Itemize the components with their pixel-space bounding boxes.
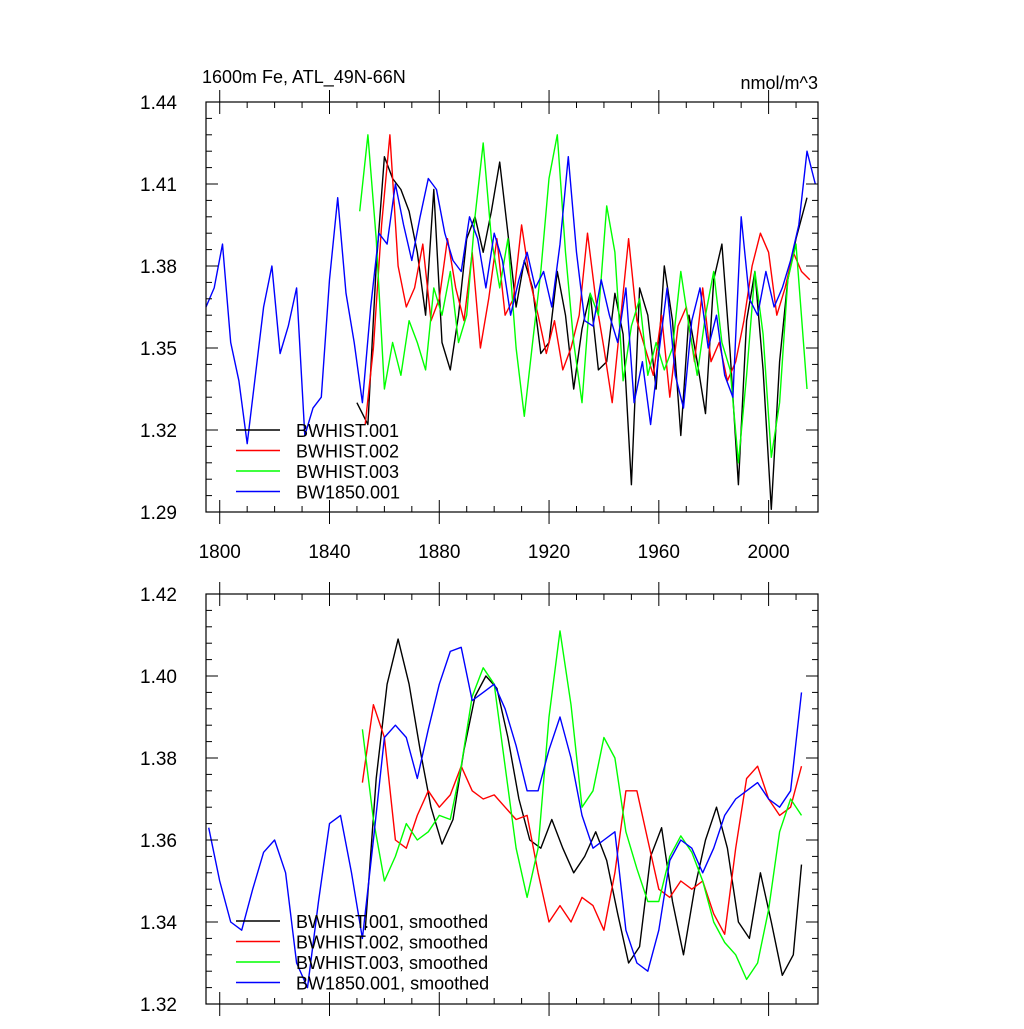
top-panel: 1600m Fe, ATL_49N-66N nmol/m^3 1.291.321… bbox=[140, 67, 819, 563]
x-tick-label: 1960 bbox=[638, 542, 680, 563]
y-tick-label: 1.32 bbox=[140, 421, 177, 442]
bottom-plot-frame bbox=[205, 593, 819, 1005]
y-tick-label: 1.42 bbox=[140, 585, 177, 606]
x-tick-label: 1800 bbox=[199, 542, 241, 563]
x-tick-label: 2000 bbox=[747, 542, 789, 563]
x-tick-label: 1920 bbox=[528, 542, 570, 563]
x-tick-label: 1880 bbox=[418, 542, 460, 563]
y-tick-label: 1.38 bbox=[140, 749, 177, 770]
legend-label: BWHIST.002 bbox=[296, 442, 399, 462]
legend-label: BW1850.001, smoothed bbox=[296, 974, 489, 994]
series-line-bwhist-002 bbox=[361, 704, 803, 935]
series-line-bwhist-003 bbox=[359, 134, 808, 464]
y-tick-label: 1.32 bbox=[140, 995, 177, 1016]
legend-label: BWHIST.003, smoothed bbox=[296, 953, 488, 973]
y-tick-label: 1.36 bbox=[140, 831, 177, 852]
y-tick-label: 1.40 bbox=[140, 667, 177, 688]
legend-label: BWHIST.001, smoothed bbox=[296, 912, 488, 932]
legend-label: BWHIST.003 bbox=[296, 462, 399, 482]
y-tick-label: 1.29 bbox=[140, 503, 177, 524]
y-tick-label: 1.41 bbox=[140, 175, 177, 196]
legend-label: BWHIST.002, smoothed bbox=[296, 933, 488, 953]
bottom-tick-layer: 1.32 1.34 1.36 1.38 1.40 1.42 bbox=[140, 582, 818, 1016]
top-panel-title: 1600m Fe, ATL_49N-66N bbox=[202, 67, 406, 88]
top-series-layer bbox=[205, 134, 816, 510]
legend-label: BW1850.001 bbox=[296, 483, 400, 503]
bottom-series-layer bbox=[208, 630, 803, 989]
top-tick-layer: 1.29 1.32 1.35 1.38 1.41 1.44 1800 1840 1880 1920… bbox=[140, 90, 818, 563]
bottom-panel: 1.32 1.34 1.36 1.38 1.40 1.42 BWHIST.001, smo… bbox=[140, 582, 819, 1016]
series-line-bwhist-001 bbox=[364, 638, 803, 976]
series-line-bwhist-002 bbox=[364, 134, 811, 425]
series-line-bwhist-001 bbox=[356, 155, 808, 510]
series-line-bw1850-001 bbox=[205, 150, 816, 445]
top-panel-units: nmol/m^3 bbox=[741, 73, 818, 93]
y-tick-label: 1.38 bbox=[140, 257, 177, 278]
series-line-bw1850-001 bbox=[208, 646, 803, 989]
series-line-bwhist-003 bbox=[361, 630, 803, 981]
y-tick-label: 1.35 bbox=[140, 339, 177, 360]
top-plot-frame bbox=[205, 101, 819, 513]
y-tick-label: 1.34 bbox=[140, 913, 177, 934]
y-tick-label: 1.44 bbox=[140, 93, 177, 114]
legend-label: BWHIST.001 bbox=[296, 421, 399, 441]
x-tick-label: 1840 bbox=[308, 542, 350, 563]
